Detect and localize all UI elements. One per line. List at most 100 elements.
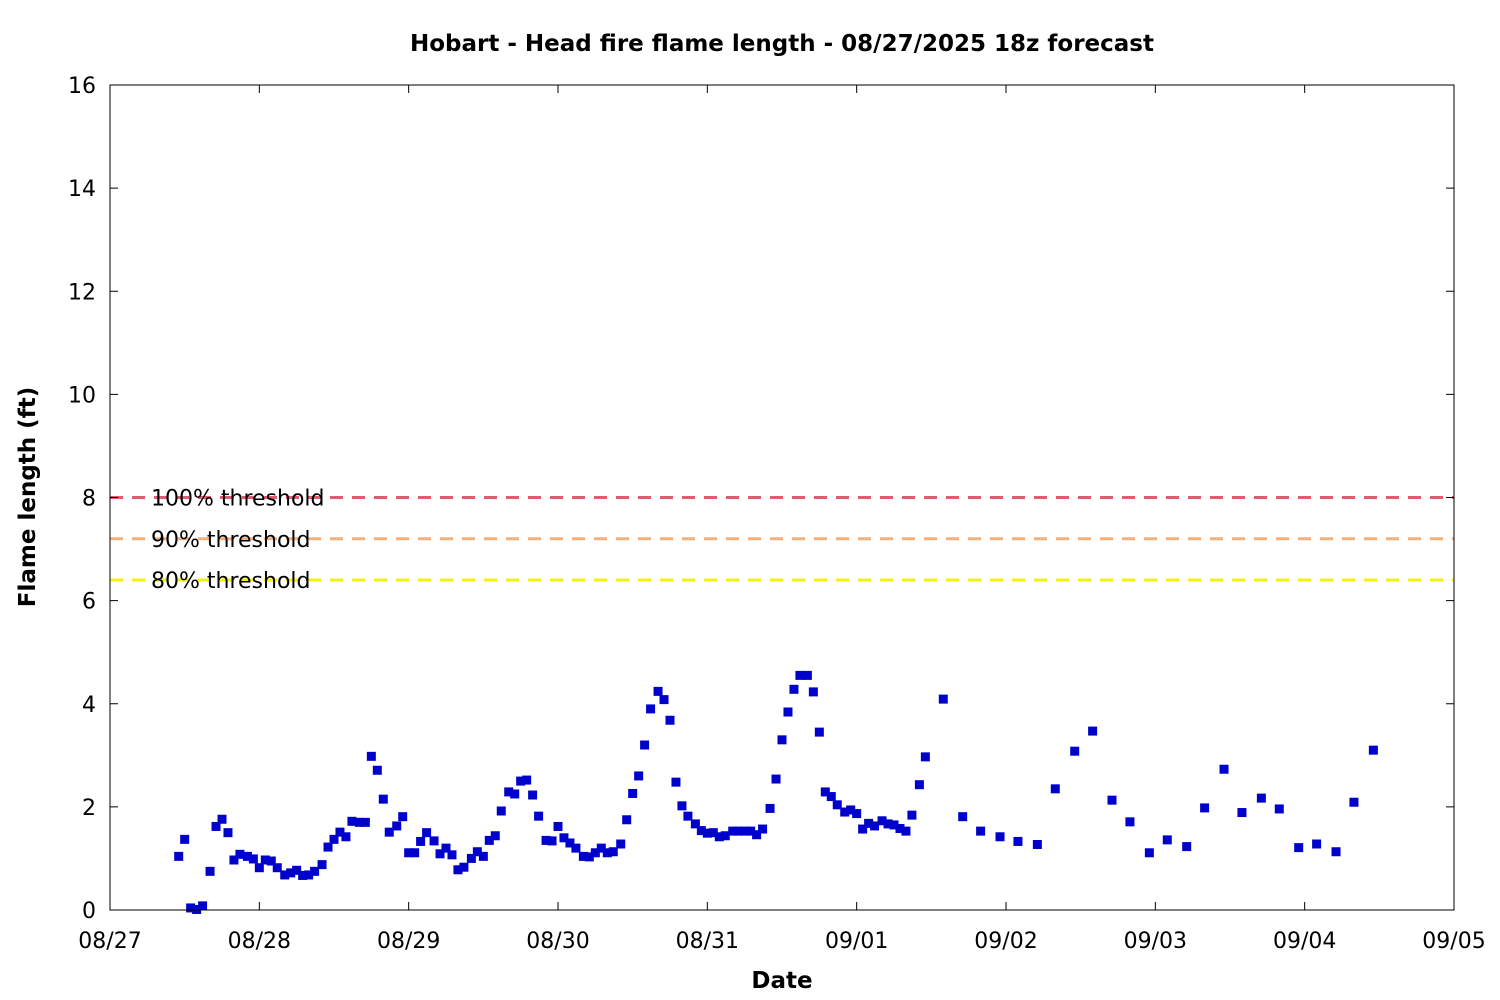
data-point xyxy=(384,827,394,837)
data-point xyxy=(608,847,618,857)
y-tick-label: 10 xyxy=(68,383,96,408)
data-point xyxy=(783,707,793,717)
data-point xyxy=(1294,843,1304,853)
chart-title: Hobart - Head fire flame length - 08/27/… xyxy=(410,31,1154,57)
data-point xyxy=(907,810,917,820)
data-point xyxy=(472,847,482,857)
data-point xyxy=(696,826,706,836)
data-point xyxy=(211,821,221,831)
data-point xyxy=(528,790,538,800)
data-point xyxy=(740,826,750,836)
data-point xyxy=(372,765,382,775)
data-point xyxy=(995,832,1005,842)
data-point xyxy=(795,670,805,680)
data-point xyxy=(665,715,675,725)
data-point xyxy=(1312,839,1322,849)
data-point xyxy=(858,824,868,834)
data-point xyxy=(571,843,581,853)
data-point xyxy=(596,843,606,853)
y-axis-label: Flame length (ft) xyxy=(15,387,41,607)
data-point xyxy=(1144,848,1154,858)
x-tick-label: 08/30 xyxy=(526,929,589,954)
data-point xyxy=(192,904,202,914)
data-point xyxy=(174,851,184,861)
data-point xyxy=(553,821,563,831)
data-point xyxy=(280,870,290,880)
data-point xyxy=(504,787,514,797)
data-point xyxy=(728,826,738,836)
y-tick-label: 0 xyxy=(82,899,96,924)
data-point xyxy=(659,695,669,705)
data-point xyxy=(1237,808,1247,818)
data-point xyxy=(235,849,245,859)
x-tick-label: 09/01 xyxy=(825,929,888,954)
data-point xyxy=(646,704,656,714)
data-point xyxy=(347,816,357,826)
data-point xyxy=(559,833,569,843)
data-point xyxy=(708,828,718,838)
data-point xyxy=(186,903,196,913)
data-point xyxy=(832,800,842,810)
y-tick-label: 4 xyxy=(82,693,96,718)
data-point xyxy=(877,816,887,826)
data-point xyxy=(435,849,445,859)
data-point xyxy=(478,851,488,861)
x-axis-ticks: 08/27 08/28 08/29 08/30 08/31 09/01 09/02 09/03… xyxy=(78,85,1486,954)
data-point xyxy=(958,812,968,822)
data-point xyxy=(429,836,439,846)
threshold-label: 90% threshold xyxy=(151,528,311,553)
data-point xyxy=(378,794,388,804)
data-point xyxy=(516,776,526,786)
data-point xyxy=(223,828,233,838)
data-point xyxy=(1107,795,1117,805)
data-point xyxy=(1013,836,1023,846)
data-point xyxy=(286,868,296,878)
data-point xyxy=(416,836,426,846)
data-point xyxy=(826,792,836,802)
data-point xyxy=(323,842,333,852)
data-point xyxy=(584,852,594,862)
x-tick-label: 08/29 xyxy=(377,929,440,954)
data-point xyxy=(541,835,551,845)
x-tick-label: 09/04 xyxy=(1273,929,1336,954)
data-point xyxy=(447,850,457,860)
data-point xyxy=(366,751,376,761)
data-point xyxy=(653,686,663,696)
data-point xyxy=(422,828,432,838)
y-tick-label: 14 xyxy=(68,177,96,202)
x-tick-label: 08/27 xyxy=(78,929,141,954)
data-point xyxy=(304,870,314,880)
data-point xyxy=(410,848,420,858)
data-point xyxy=(895,824,905,834)
data-point xyxy=(1256,793,1266,803)
data-point xyxy=(522,775,532,785)
data-point xyxy=(720,831,730,841)
data-point xyxy=(404,848,414,858)
data-point xyxy=(466,853,476,863)
data-point xyxy=(272,863,282,873)
data-point xyxy=(864,818,874,828)
y-tick-label: 12 xyxy=(68,280,96,305)
data-point xyxy=(441,843,451,853)
data-point xyxy=(1274,804,1284,814)
data-point xyxy=(814,727,824,737)
data-point xyxy=(242,851,252,861)
data-point xyxy=(360,817,370,827)
data-point xyxy=(547,836,557,846)
threshold-lines: 100% threshold 90% threshold 80% threshold xyxy=(110,487,1454,594)
data-point xyxy=(602,848,612,858)
data-point xyxy=(229,855,239,865)
data-point xyxy=(870,821,880,831)
data-point xyxy=(976,826,986,836)
data-point xyxy=(690,819,700,829)
data-point xyxy=(1032,840,1042,850)
data-point xyxy=(771,774,781,784)
data-point xyxy=(1219,764,1229,774)
data-point xyxy=(920,752,930,762)
data-point xyxy=(789,684,799,694)
data-point xyxy=(1125,817,1135,827)
data-point xyxy=(938,694,948,704)
data-point xyxy=(752,830,762,840)
data-point xyxy=(496,806,506,816)
